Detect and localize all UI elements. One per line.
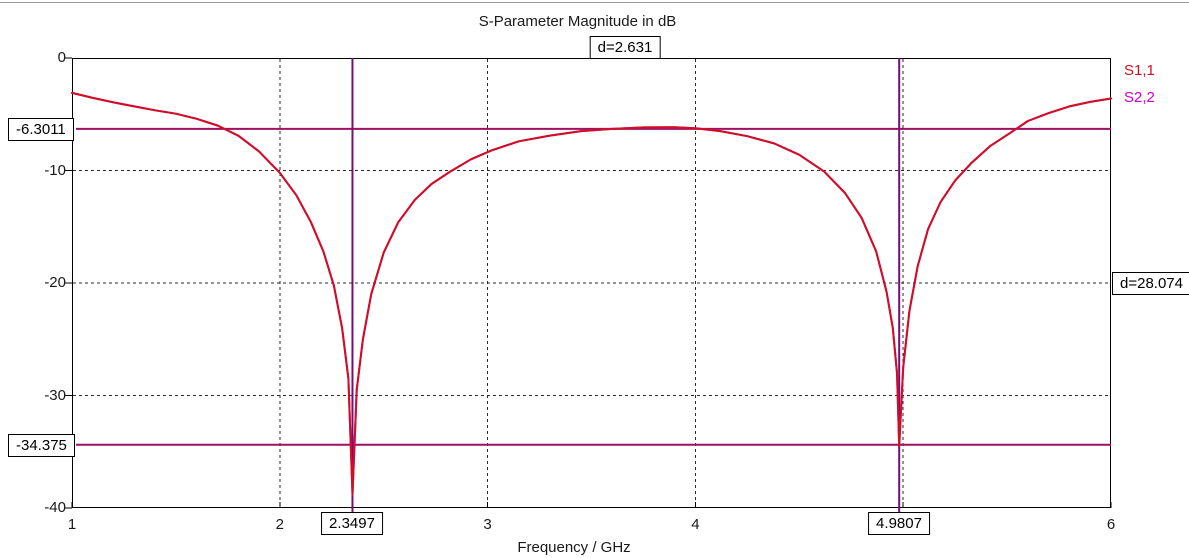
plot-area bbox=[65, 57, 1112, 512]
sparameter-plot-svg bbox=[65, 57, 1112, 512]
x-tick-label: 4 bbox=[691, 516, 700, 533]
y-tick-label: -10 bbox=[44, 161, 66, 179]
chart-title: S-Parameter Magnitude in dB bbox=[478, 13, 677, 30]
x-axis-title: Frequency / GHz bbox=[517, 539, 631, 556]
magnitude-marker-1-label[interactable]: -6.3011 bbox=[8, 118, 74, 141]
legend-item-s22: S2,2 bbox=[1124, 89, 1155, 106]
y-tick-label: -20 bbox=[44, 274, 66, 291]
frequency-marker-2-label[interactable]: 4.9807 bbox=[868, 512, 930, 535]
x-tick-label: 3 bbox=[483, 516, 492, 533]
y-tick-label: -30 bbox=[44, 386, 66, 404]
frequency-marker-1-label[interactable]: 2.3497 bbox=[321, 512, 383, 535]
y-tick-label: 0 bbox=[57, 49, 66, 66]
magnitude-marker-2-label[interactable]: -34.375 bbox=[8, 434, 75, 457]
delta-frequency-marker-label[interactable]: d=2.631 bbox=[589, 36, 661, 59]
legend: S1,1 S2,2 bbox=[1124, 57, 1155, 111]
delta-magnitude-marker-label[interactable]: d=28.074 bbox=[1112, 272, 1189, 295]
x-tick-label: 6 bbox=[1106, 516, 1116, 533]
x-tick-label: 1 bbox=[67, 516, 77, 533]
legend-item-s11: S1,1 bbox=[1124, 62, 1155, 79]
window-top-border bbox=[0, 2, 1189, 3]
y-tick-label: -40 bbox=[44, 499, 66, 516]
x-tick-label: 2 bbox=[275, 516, 284, 533]
